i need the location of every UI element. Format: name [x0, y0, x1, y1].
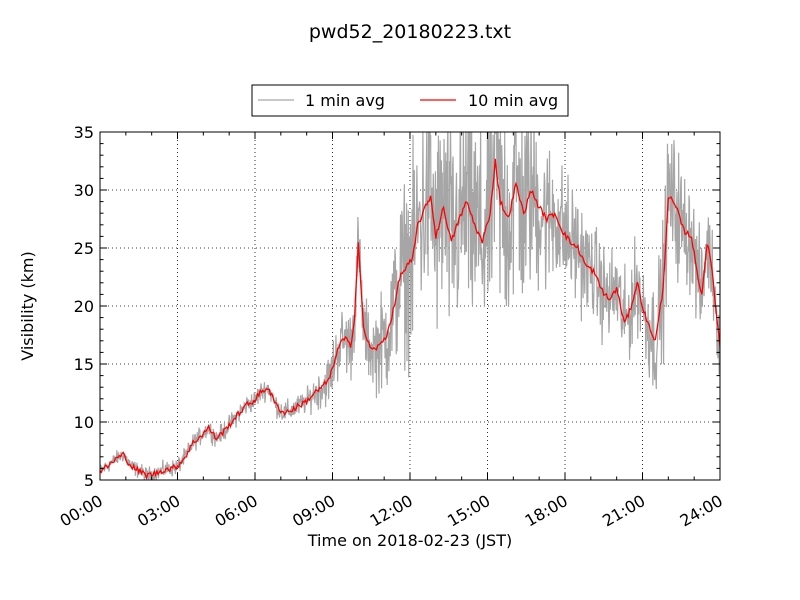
y-tick-label: 30 — [74, 181, 94, 200]
legend-label-1min: 1 min avg — [305, 91, 385, 110]
y-tick-label: 25 — [74, 239, 94, 258]
x-tick-label: 06:00 — [212, 491, 261, 531]
y-tick-labels: 5 10 15 20 25 30 35 — [74, 123, 94, 490]
series-line-10min — [100, 158, 720, 480]
y-tick-label: 35 — [74, 123, 94, 142]
ticks — [99, 131, 721, 481]
x-tick-label: 18:00 — [522, 491, 571, 531]
x-tick-label: 12:00 — [367, 491, 416, 531]
x-axis-label: Time on 2018-02-23 (JST) — [307, 531, 512, 550]
x-tick-labels: 00:00 03:00 06:00 09:00 12:00 15:00 18:00 21:00… — [57, 491, 726, 531]
y-tick-label: 15 — [74, 355, 94, 374]
chart-title: pwd52_20180223.txt — [309, 21, 511, 43]
x-tick-label: 24:00 — [677, 491, 726, 531]
legend: 1 min avg 10 min avg — [251, 84, 569, 117]
y-axis-label: Visibility (km) — [18, 251, 37, 360]
series-line-1min — [100, 132, 720, 480]
series-layer — [100, 132, 720, 480]
y-tick-label: 10 — [74, 413, 94, 432]
y-tick-label: 5 — [84, 471, 94, 490]
y-tick-label: 20 — [74, 297, 94, 316]
legend-label-10min: 10 min avg — [468, 91, 558, 110]
x-tick-label: 21:00 — [599, 491, 648, 531]
x-tick-label: 15:00 — [444, 491, 493, 531]
x-tick-label: 00:00 — [57, 491, 106, 531]
x-tick-label: 09:00 — [289, 491, 338, 531]
x-tick-label: 03:00 — [134, 491, 183, 531]
legend-box — [251, 84, 569, 117]
